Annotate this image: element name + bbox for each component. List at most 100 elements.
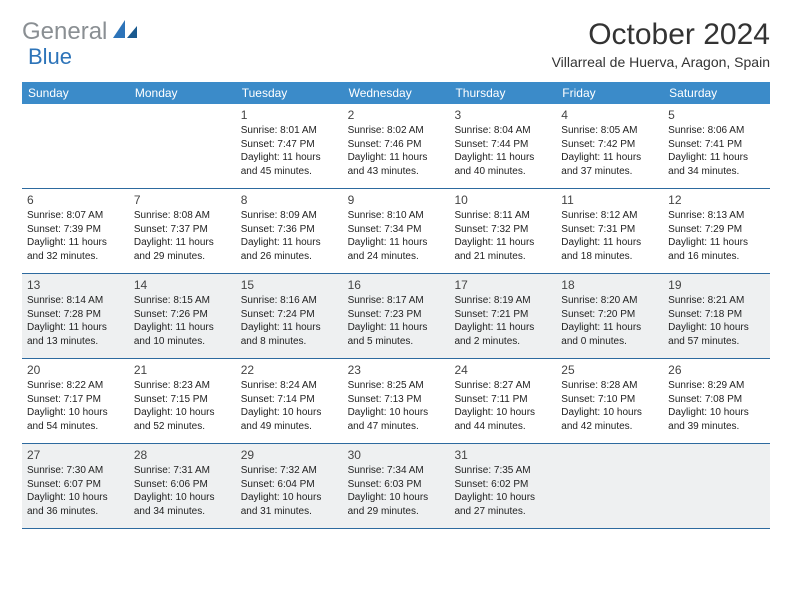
day-day2: and 44 minutes. (454, 420, 551, 434)
day-number: 24 (454, 362, 551, 378)
day-day1: Daylight: 10 hours (241, 406, 338, 420)
day-sunset: Sunset: 7:29 PM (668, 223, 765, 237)
day-sunrise: Sunrise: 8:28 AM (561, 379, 658, 393)
day-day2: and 26 minutes. (241, 250, 338, 264)
calendar-cell: 23Sunrise: 8:25 AMSunset: 7:13 PMDayligh… (343, 359, 450, 443)
day-day2: and 42 minutes. (561, 420, 658, 434)
day-day1: Daylight: 10 hours (454, 406, 551, 420)
day-number: 20 (27, 362, 124, 378)
day-sunrise: Sunrise: 8:15 AM (134, 294, 231, 308)
day-sunrise: Sunrise: 8:01 AM (241, 124, 338, 138)
day-sunrise: Sunrise: 8:05 AM (561, 124, 658, 138)
day-sunset: Sunset: 7:11 PM (454, 393, 551, 407)
day-sunrise: Sunrise: 8:22 AM (27, 379, 124, 393)
calendar-cell: 21Sunrise: 8:23 AMSunset: 7:15 PMDayligh… (129, 359, 236, 443)
day-sunrise: Sunrise: 8:14 AM (27, 294, 124, 308)
calendar-cell: 12Sunrise: 8:13 AMSunset: 7:29 PMDayligh… (663, 189, 770, 273)
location-text: Villarreal de Huerva, Aragon, Spain (552, 54, 770, 70)
day-number: 21 (134, 362, 231, 378)
calendar-cell: 1Sunrise: 8:01 AMSunset: 7:47 PMDaylight… (236, 104, 343, 188)
day-number: 17 (454, 277, 551, 293)
day-day2: and 49 minutes. (241, 420, 338, 434)
day-sunset: Sunset: 7:32 PM (454, 223, 551, 237)
day-number: 13 (27, 277, 124, 293)
day-day1: Daylight: 10 hours (668, 406, 765, 420)
day-day2: and 8 minutes. (241, 335, 338, 349)
day-day1: Daylight: 11 hours (454, 151, 551, 165)
day-sunrise: Sunrise: 8:16 AM (241, 294, 338, 308)
title-block: October 2024 Villarreal de Huerva, Arago… (552, 18, 770, 70)
day-day1: Daylight: 10 hours (561, 406, 658, 420)
day-day1: Daylight: 11 hours (561, 321, 658, 335)
calendar-cell: 28Sunrise: 7:31 AMSunset: 6:06 PMDayligh… (129, 444, 236, 528)
day-number: 4 (561, 107, 658, 123)
day-sunset: Sunset: 6:02 PM (454, 478, 551, 492)
day-day1: Daylight: 11 hours (27, 321, 124, 335)
day-number: 8 (241, 192, 338, 208)
logo-text-blue: Blue (28, 44, 72, 69)
day-day2: and 34 minutes. (668, 165, 765, 179)
calendar-cell: 18Sunrise: 8:20 AMSunset: 7:20 PMDayligh… (556, 274, 663, 358)
day-day1: Daylight: 11 hours (561, 151, 658, 165)
day-number: 14 (134, 277, 231, 293)
weekday-header: Sunday (22, 82, 129, 104)
day-day2: and 43 minutes. (348, 165, 445, 179)
day-number: 22 (241, 362, 338, 378)
day-day1: Daylight: 11 hours (241, 321, 338, 335)
day-sunrise: Sunrise: 8:06 AM (668, 124, 765, 138)
day-day2: and 13 minutes. (27, 335, 124, 349)
day-day1: Daylight: 11 hours (348, 151, 445, 165)
day-day2: and 2 minutes. (454, 335, 551, 349)
day-sunset: Sunset: 7:14 PM (241, 393, 338, 407)
calendar-cell: 22Sunrise: 8:24 AMSunset: 7:14 PMDayligh… (236, 359, 343, 443)
day-number: 7 (134, 192, 231, 208)
calendar-cell: 26Sunrise: 8:29 AMSunset: 7:08 PMDayligh… (663, 359, 770, 443)
day-number: 10 (454, 192, 551, 208)
day-day2: and 45 minutes. (241, 165, 338, 179)
day-day2: and 31 minutes. (241, 505, 338, 519)
day-number: 28 (134, 447, 231, 463)
calendar-row: 6Sunrise: 8:07 AMSunset: 7:39 PMDaylight… (22, 189, 770, 274)
weekday-header: Friday (556, 82, 663, 104)
weekday-header: Saturday (663, 82, 770, 104)
calendar-cell: 20Sunrise: 8:22 AMSunset: 7:17 PMDayligh… (22, 359, 129, 443)
day-number: 1 (241, 107, 338, 123)
header: General October 2024 Villarreal de Huerv… (22, 18, 770, 70)
day-day1: Daylight: 11 hours (668, 151, 765, 165)
calendar-cell: 11Sunrise: 8:12 AMSunset: 7:31 PMDayligh… (556, 189, 663, 273)
day-sunrise: Sunrise: 7:30 AM (27, 464, 124, 478)
calendar-cell: 9Sunrise: 8:10 AMSunset: 7:34 PMDaylight… (343, 189, 450, 273)
day-number: 25 (561, 362, 658, 378)
day-day2: and 27 minutes. (454, 505, 551, 519)
calendar-cell: 2Sunrise: 8:02 AMSunset: 7:46 PMDaylight… (343, 104, 450, 188)
calendar-cell (129, 104, 236, 188)
calendar-cell: 25Sunrise: 8:28 AMSunset: 7:10 PMDayligh… (556, 359, 663, 443)
weekday-header: Tuesday (236, 82, 343, 104)
day-sunrise: Sunrise: 7:35 AM (454, 464, 551, 478)
day-day1: Daylight: 11 hours (668, 236, 765, 250)
day-sunset: Sunset: 7:26 PM (134, 308, 231, 322)
day-day1: Daylight: 11 hours (348, 321, 445, 335)
day-day2: and 36 minutes. (27, 505, 124, 519)
day-number: 15 (241, 277, 338, 293)
day-number: 19 (668, 277, 765, 293)
day-day1: Daylight: 10 hours (348, 491, 445, 505)
calendar-page: General October 2024 Villarreal de Huerv… (0, 0, 792, 547)
day-day1: Daylight: 11 hours (134, 321, 231, 335)
day-day1: Daylight: 10 hours (454, 491, 551, 505)
weekday-header: Wednesday (343, 82, 450, 104)
day-day2: and 0 minutes. (561, 335, 658, 349)
logo-blue-row: Blue (28, 44, 72, 70)
day-day1: Daylight: 11 hours (134, 236, 231, 250)
day-sunset: Sunset: 7:41 PM (668, 138, 765, 152)
day-day2: and 29 minutes. (348, 505, 445, 519)
day-sunset: Sunset: 7:20 PM (561, 308, 658, 322)
day-day1: Daylight: 10 hours (134, 406, 231, 420)
day-day2: and 24 minutes. (348, 250, 445, 264)
day-sunrise: Sunrise: 8:23 AM (134, 379, 231, 393)
day-sunrise: Sunrise: 8:11 AM (454, 209, 551, 223)
day-day1: Daylight: 10 hours (27, 406, 124, 420)
day-sunrise: Sunrise: 8:04 AM (454, 124, 551, 138)
day-day1: Daylight: 10 hours (134, 491, 231, 505)
calendar-cell: 13Sunrise: 8:14 AMSunset: 7:28 PMDayligh… (22, 274, 129, 358)
